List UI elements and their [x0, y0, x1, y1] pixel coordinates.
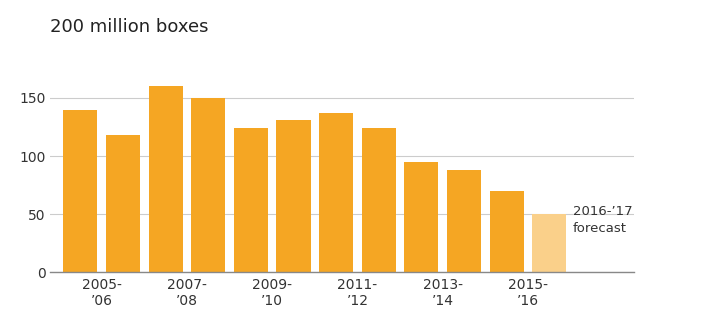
- Bar: [149, 86, 182, 272]
- Text: 2016-’17
forecast: 2016-’17 forecast: [572, 205, 632, 235]
- Bar: [319, 113, 353, 272]
- Bar: [490, 191, 523, 272]
- Bar: [447, 170, 481, 272]
- Bar: [404, 162, 438, 272]
- Text: 200 million boxes: 200 million boxes: [50, 18, 209, 36]
- Bar: [234, 128, 268, 272]
- Bar: [191, 98, 225, 272]
- Bar: [106, 135, 140, 272]
- Bar: [276, 120, 311, 272]
- Bar: [63, 110, 97, 272]
- Bar: [362, 128, 396, 272]
- Bar: [532, 214, 566, 272]
